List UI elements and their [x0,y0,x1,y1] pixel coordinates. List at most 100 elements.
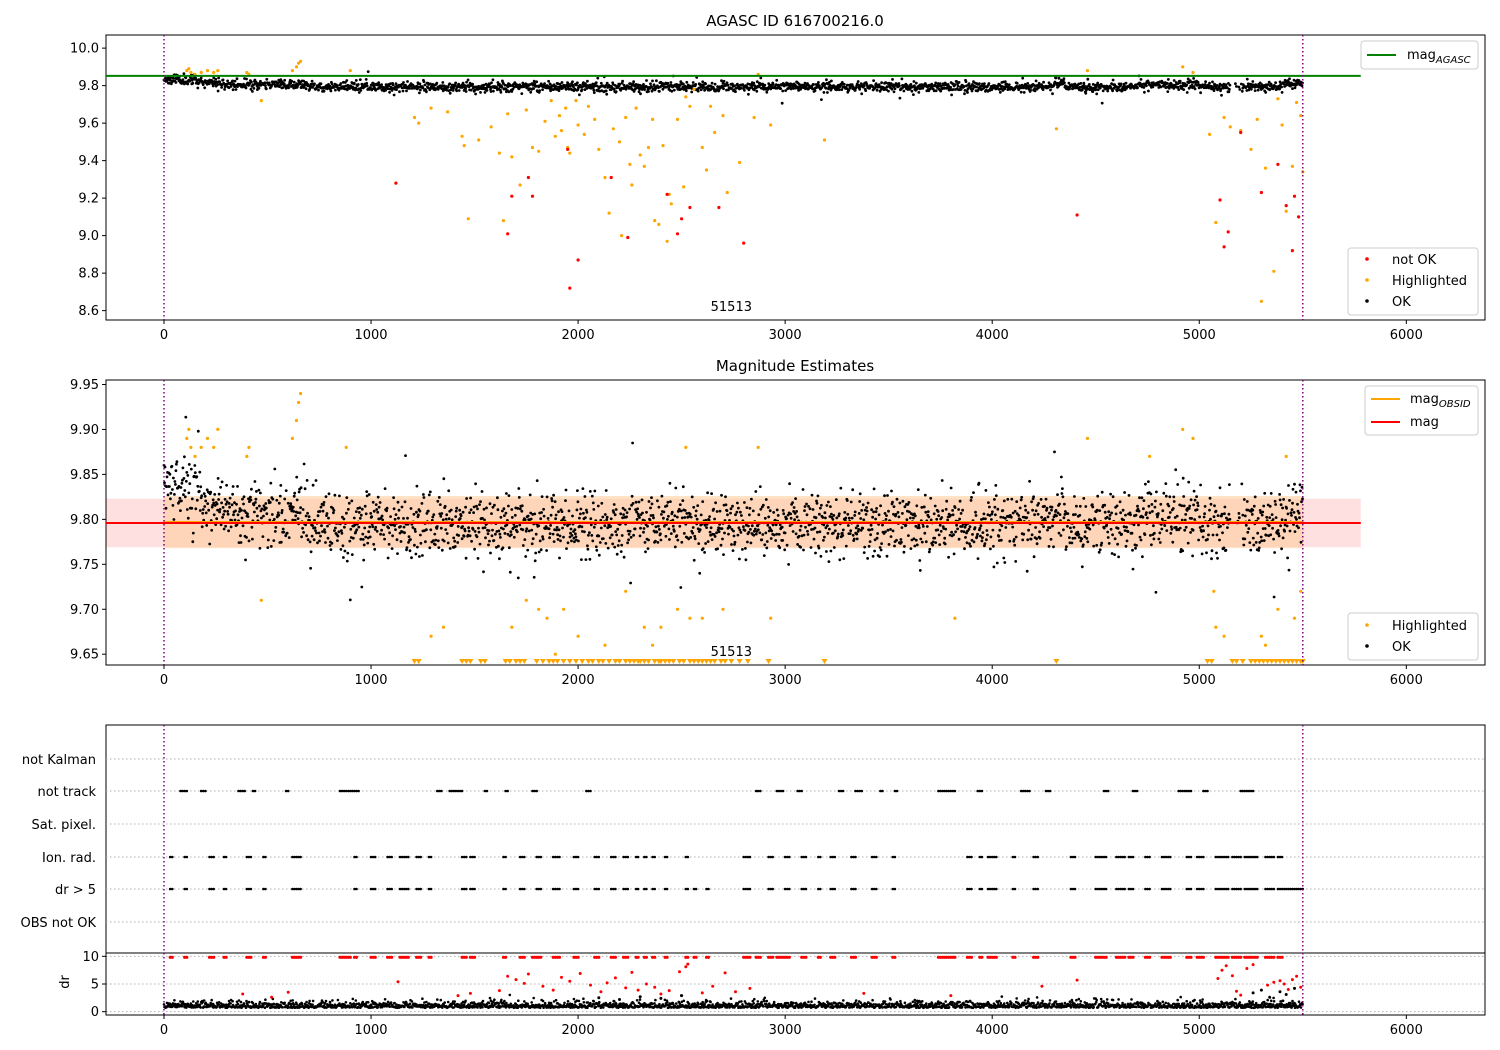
estimates-ok-point [1004,526,1008,529]
estimates-ok-point [1045,506,1049,510]
estimates-ok-point [604,489,608,492]
agasc-ok-point [421,86,425,90]
estimates-ok-point [462,534,466,538]
agasc-ok-point [612,87,616,91]
agasc-ok-point [902,89,906,93]
estimates-ok-point [914,538,918,542]
estimates-ok-point [1013,543,1017,547]
estimates-ok-point [862,551,866,554]
agasc-ok-point [428,82,432,86]
agasc-ok-point [365,81,369,85]
estimates-ok-point [482,570,485,574]
agasc-ok-point [533,82,537,85]
estimates-ok-point [1158,531,1162,535]
estimates-ok-point [729,507,733,511]
estimates-ok-point [371,500,375,504]
estimates-ok-point [1281,506,1284,510]
estimates-ok-point [854,526,858,530]
estimates-ok-point [962,530,966,534]
estimates-ok-point [1091,523,1095,527]
agasc-ok-point [448,91,452,95]
agasc-ok-point [303,84,306,87]
agasc-ok-point [1062,77,1066,80]
flags-event-point [945,789,948,793]
agasc-ok-point [755,89,759,93]
estimates-ok-point [1211,533,1215,537]
estimates-ok-point [1115,504,1119,508]
agasc-ok-point [779,87,783,90]
estimates-ok-point [1207,533,1210,537]
estimates-ok-point [326,524,329,528]
estimates-ok-point [320,524,323,528]
estimates-ok-point [295,475,299,479]
agasc-ok-point [319,82,323,86]
agasc-ok-point [817,81,820,84]
agasc-ok-point [645,79,648,82]
estimates-ok-point [817,544,820,548]
estimates-ok-point [324,541,327,544]
estimates-ok-point [385,509,388,513]
estimates-ok-point [202,492,206,495]
flags-event-point [860,789,864,793]
estimates-clipped-marker [616,659,623,664]
estimates-ok-point [424,540,427,544]
estimates-ok-point [1189,531,1192,534]
estimates-ok-point [282,530,286,534]
estimates-ok-point [1198,526,1202,529]
estimates-ok-point [1011,525,1015,529]
estimates-clipped-marker [411,659,418,664]
estimates-ok-point [482,507,486,511]
agasc-ok-point [221,78,225,82]
estimates-ok-point [355,528,359,532]
estimates-ok-point [530,542,534,546]
agasc-ok-point [1115,89,1119,93]
agasc-ok-point [203,86,207,90]
estimates-ok-point [478,542,482,546]
estimates-ok-point [714,501,717,505]
estimates-ok-point [203,505,207,508]
estimates-ok-point [1240,482,1244,486]
estimates-ok-point [584,558,588,561]
estimates-ok-point [544,525,548,528]
estimates-ok-point [833,529,837,533]
agasc-legend-marker [1365,299,1369,303]
estimates-ok-point [1149,492,1153,496]
agasc-frame [105,34,1486,321]
estimates-ok-point [698,528,702,532]
estimates-clipped-marker [595,659,602,664]
estimates-ok-point [1020,495,1024,499]
estimates-ok-point [845,499,849,502]
estimates-ok-point [747,530,751,534]
estimates-ok-point [322,501,326,504]
agasc-ok-point [1192,77,1195,80]
estimates-ok-point [1002,499,1006,503]
estimates-ok-point [225,483,229,487]
estimates-ok-point [734,513,737,517]
estimates-ok-point [464,505,467,509]
estimates-ok-point [693,534,697,538]
agasc-ok-point [730,87,733,91]
estimates-ok-point [1141,515,1145,519]
estimates-ok-point [920,540,924,544]
estimates-ok-point [956,527,959,531]
estimates-ok-point [1100,541,1104,545]
estimates-ok-point [265,512,269,516]
estimates-ok-point [895,497,899,501]
estimates-ok-point [1173,516,1177,519]
estimates-ok-point [169,497,172,501]
estimates-ok-point [569,531,572,535]
estimates-ok-point [1060,492,1064,495]
estimates-ok-point [1182,495,1186,498]
estimates-ok-point [588,531,591,535]
estimates-ok-point [1272,537,1275,541]
estimates-ytick-label: 9.90 [70,423,99,438]
agasc-ok-point [1166,90,1170,93]
agasc-highlighted-point [212,70,216,75]
estimates-ok-point [507,546,511,550]
agasc-highlighted-point [769,123,773,127]
agasc-ok-point [1220,93,1223,97]
agasc-ok-point [975,85,978,89]
estimates-ok-point [1050,508,1053,512]
estimates-ok-point [1061,487,1064,490]
estimates-ok-point [358,506,362,510]
